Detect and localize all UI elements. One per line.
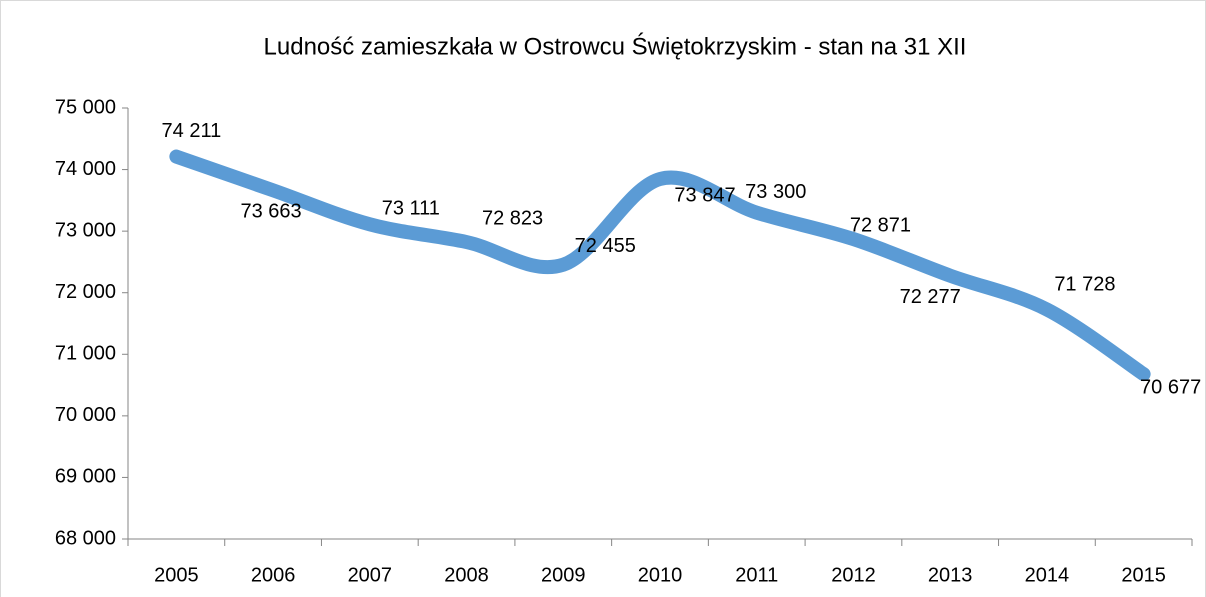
- data-label: 70 677: [1140, 376, 1201, 398]
- data-label: 73 111: [382, 198, 440, 220]
- x-tick-label: 2009: [541, 564, 586, 586]
- data-label: 74 211: [162, 120, 222, 142]
- y-tick-label: 68 000: [55, 527, 116, 549]
- x-tick-label: 2012: [831, 564, 876, 586]
- y-tick-label: 74 000: [55, 158, 116, 180]
- data-label: 71 728: [1054, 274, 1115, 296]
- x-tick-label: 2006: [251, 564, 296, 586]
- x-tick-label: 2011: [735, 564, 778, 586]
- x-tick-label: 2007: [348, 564, 393, 586]
- x-tick-label: 2013: [928, 564, 973, 586]
- y-tick-label: 71 000: [55, 343, 116, 365]
- y-tick-label: 70 000: [55, 404, 116, 426]
- data-label: 73 847: [674, 184, 735, 206]
- x-tick-label: 2008: [444, 564, 489, 586]
- y-tick-label: 75 000: [55, 96, 116, 118]
- chart-title: Ludność zamieszkała w Ostrowcu Świętokrz…: [264, 32, 967, 60]
- x-tick-label: 2005: [154, 564, 199, 586]
- data-label: 72 455: [575, 235, 636, 257]
- x-tick-label: 2015: [1121, 564, 1166, 586]
- data-label: 72 871: [850, 214, 911, 236]
- data-label: 72 277: [900, 286, 961, 308]
- y-tick-label: 73 000: [55, 219, 116, 241]
- x-tick-label: 2010: [638, 564, 683, 586]
- x-tick-label: 2014: [1025, 564, 1070, 586]
- data-label: 73 663: [241, 201, 302, 223]
- y-tick-label: 72 000: [55, 281, 116, 303]
- data-label: 72 823: [482, 207, 543, 229]
- data-label: 73 300: [745, 181, 806, 203]
- line-series: [169, 149, 1151, 382]
- y-tick-label: 69 000: [55, 466, 116, 488]
